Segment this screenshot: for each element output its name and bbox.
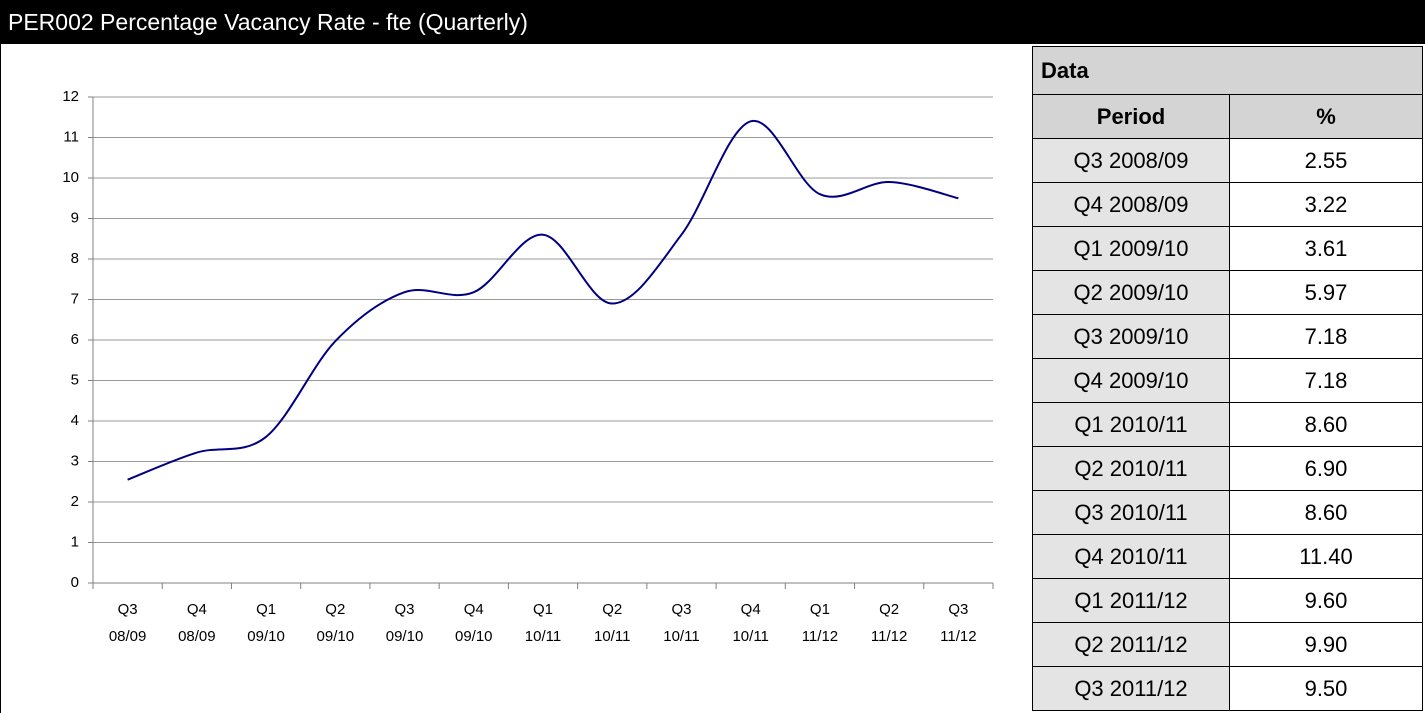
x-tick-label: Q2 [325, 601, 345, 618]
x-tick-label: Q3 [948, 601, 968, 618]
x-tick-label: Q3 [395, 601, 415, 618]
x-tick-label: Q4 [464, 601, 484, 618]
period-cell: Q4 2009/10 [1032, 358, 1230, 403]
value-cell: 5.97 [1229, 270, 1423, 315]
x-tick-label: 08/09 [178, 628, 216, 645]
x-tick-label: 11/12 [802, 628, 838, 645]
period-cell: Q1 2011/12 [1032, 578, 1230, 623]
period-cell: Q3 2009/10 [1032, 314, 1230, 359]
y-tick-label: 9 [71, 209, 79, 226]
period-cell: Q3 2011/12 [1032, 666, 1230, 711]
x-tick-label: 10/11 [663, 628, 699, 645]
table-row: Q2 2010/11 6.90 [1032, 446, 1423, 491]
y-tick-label: 3 [71, 452, 79, 469]
table-title: Data [1032, 46, 1423, 95]
table-row: Q4 2010/11 11.40 [1032, 534, 1423, 579]
x-tick-label: 11/12 [871, 628, 907, 645]
x-tick-label: Q4 [187, 601, 207, 618]
y-tick-label: 5 [71, 371, 79, 388]
x-tick-label: Q4 [741, 601, 761, 618]
period-cell: Q4 2010/11 [1032, 534, 1230, 579]
x-tick-label: Q2 [602, 601, 622, 618]
y-tick-label: 2 [71, 493, 79, 510]
value-cell: 8.60 [1229, 402, 1423, 447]
table-row: Q1 2011/12 9.60 [1032, 578, 1423, 623]
y-tick-label: 12 [62, 88, 79, 105]
table-row: Q3 2010/11 8.60 [1032, 490, 1423, 535]
x-tick-label: Q1 [810, 601, 830, 618]
period-cell: Q2 2011/12 [1032, 622, 1230, 667]
table-row: Q4 2009/10 7.18 [1032, 358, 1423, 403]
x-tick-label: 09/10 [455, 628, 493, 645]
table-header: Period [1032, 94, 1230, 139]
value-cell: 3.61 [1229, 226, 1423, 271]
x-tick-label: 09/10 [317, 628, 355, 645]
table-row: Q3 2011/12 9.50 [1032, 666, 1423, 711]
value-cell: 2.55 [1229, 138, 1423, 183]
y-tick-label: 10 [62, 169, 79, 186]
frame-border [0, 44, 1, 713]
x-tick-label: Q3 [118, 601, 138, 618]
period-cell: Q3 2008/09 [1032, 138, 1230, 183]
x-tick-label: 09/10 [386, 628, 424, 645]
x-tick-label: Q2 [879, 601, 899, 618]
table-row: Q2 2009/10 5.97 [1032, 270, 1423, 315]
value-cell: 7.18 [1229, 314, 1423, 359]
x-tick-label: Q3 [671, 601, 691, 618]
y-tick-label: 0 [71, 574, 79, 591]
x-tick-label: 11/12 [940, 628, 976, 645]
x-tick-label: 10/11 [732, 628, 768, 645]
y-tick-label: 8 [71, 250, 79, 267]
value-cell: 9.90 [1229, 622, 1423, 667]
table-header: % [1229, 94, 1423, 139]
table-caption-row: Data [1032, 46, 1423, 95]
table-row: Q3 2008/09 2.55 [1032, 138, 1423, 183]
y-tick-label: 11 [63, 128, 79, 145]
x-tick-label: 08/09 [109, 628, 147, 645]
table-row: Q4 2008/09 3.22 [1032, 182, 1423, 227]
table-row: Q2 2011/12 9.90 [1032, 622, 1423, 667]
chart: 0123456789101112Q308/09Q408/09Q109/10Q20… [62, 88, 994, 645]
period-cell: Q1 2010/11 [1032, 402, 1230, 447]
y-tick-label: 7 [71, 290, 79, 307]
y-tick-label: 4 [71, 412, 79, 429]
period-cell: Q1 2009/10 [1032, 226, 1230, 271]
x-tick-label: 09/10 [247, 628, 285, 645]
title-bar: PER002 Percentage Vacancy Rate - fte (Qu… [0, 0, 1425, 44]
period-cell: Q2 2010/11 [1032, 446, 1230, 491]
period-cell: Q2 2009/10 [1032, 270, 1230, 315]
value-cell: 3.22 [1229, 182, 1423, 227]
period-cell: Q3 2010/11 [1032, 490, 1230, 535]
y-tick-label: 6 [71, 331, 79, 348]
value-cell: 6.90 [1229, 446, 1423, 491]
value-cell: 7.18 [1229, 358, 1423, 403]
y-tick-label: 1 [71, 533, 79, 550]
value-cell: 9.60 [1229, 578, 1423, 623]
table-row: Q3 2009/10 7.18 [1032, 314, 1423, 359]
table-row: Q1 2009/10 3.61 [1032, 226, 1423, 271]
table-header-row: Period % [1032, 94, 1423, 139]
x-tick-label: 10/11 [525, 628, 561, 645]
period-cell: Q4 2008/09 [1032, 182, 1230, 227]
value-cell: 9.50 [1229, 666, 1423, 711]
x-tick-label: Q1 [256, 601, 276, 618]
x-tick-label: Q1 [533, 601, 553, 618]
value-cell: 11.40 [1229, 534, 1423, 579]
data-line [127, 120, 959, 481]
data-table: Data Period % Q3 2008/09 2.55 Q4 2008/09 3.… [1032, 46, 1423, 711]
x-tick-label: 10/11 [594, 628, 630, 645]
value-cell: 8.60 [1229, 490, 1423, 535]
table-row: Q1 2010/11 8.60 [1032, 402, 1423, 447]
